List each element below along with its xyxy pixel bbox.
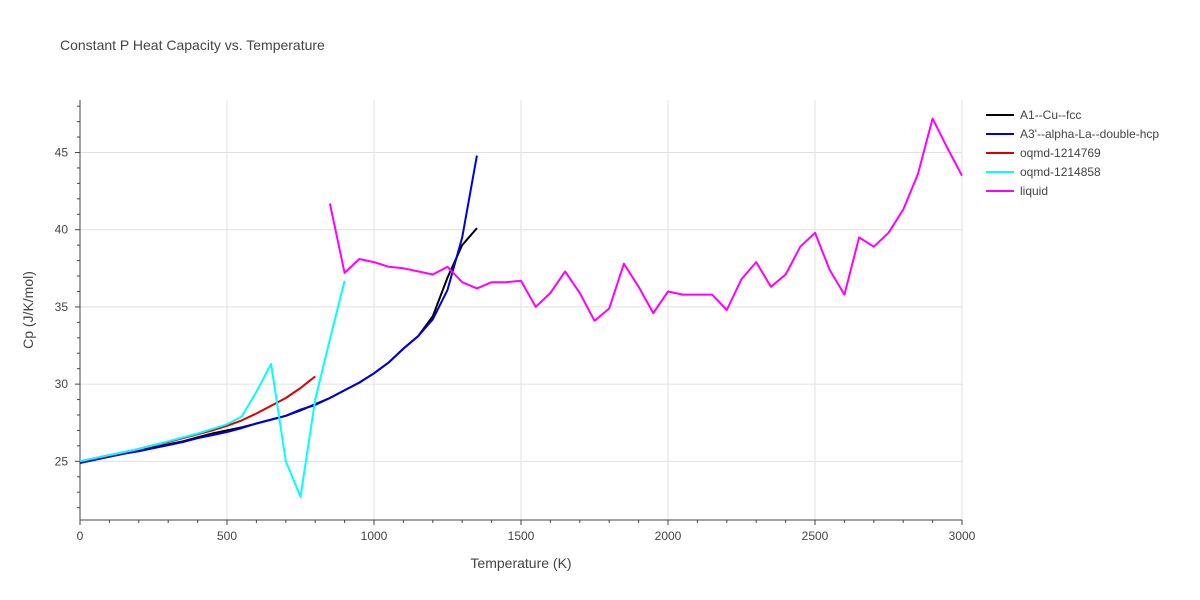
legend-label: oqmd-1214858 (1020, 165, 1101, 179)
y-axis-title: Cp (J/K/mol) (20, 271, 36, 349)
x-axis-title: Temperature (K) (470, 555, 571, 571)
series-line-oqmd-1214858 (79, 280, 346, 498)
legend-label: liquid (1020, 184, 1048, 198)
x-tick-label: 3000 (949, 529, 976, 543)
legend-label: A1--Cu--fcc (1020, 108, 1081, 122)
plot-area (79, 117, 963, 498)
grid (80, 100, 963, 520)
legend-label: oqmd-1214769 (1020, 146, 1101, 160)
x-tick-label: 500 (217, 529, 237, 543)
y-tick-label: 35 (55, 300, 69, 314)
y-tick-label: 40 (55, 223, 69, 237)
series-line-liquid (328, 117, 963, 322)
series-line-A1--Cu--fcc (79, 227, 478, 464)
legend: A1--Cu--fcc A3'--alpha-La--double-hcp oqmd… (986, 108, 1159, 198)
y-tick-label: 45 (55, 146, 69, 160)
x-tick-label: 1000 (361, 529, 388, 543)
x-tick-label: 1500 (508, 529, 535, 543)
y-tick-label: 25 (55, 454, 69, 468)
axes: 0 500 1000 1500 2000 2500 3000 25 30 35 40 45 (55, 100, 976, 543)
x-tick-label: 2000 (655, 529, 682, 543)
chart-title: Constant P Heat Capacity vs. Temperature (60, 37, 325, 53)
legend-label: A3'--alpha-La--double-hcp (1020, 127, 1159, 141)
y-tick-label: 30 (55, 377, 69, 391)
x-tick-label: 0 (77, 529, 84, 543)
x-tick-label: 2500 (802, 529, 829, 543)
